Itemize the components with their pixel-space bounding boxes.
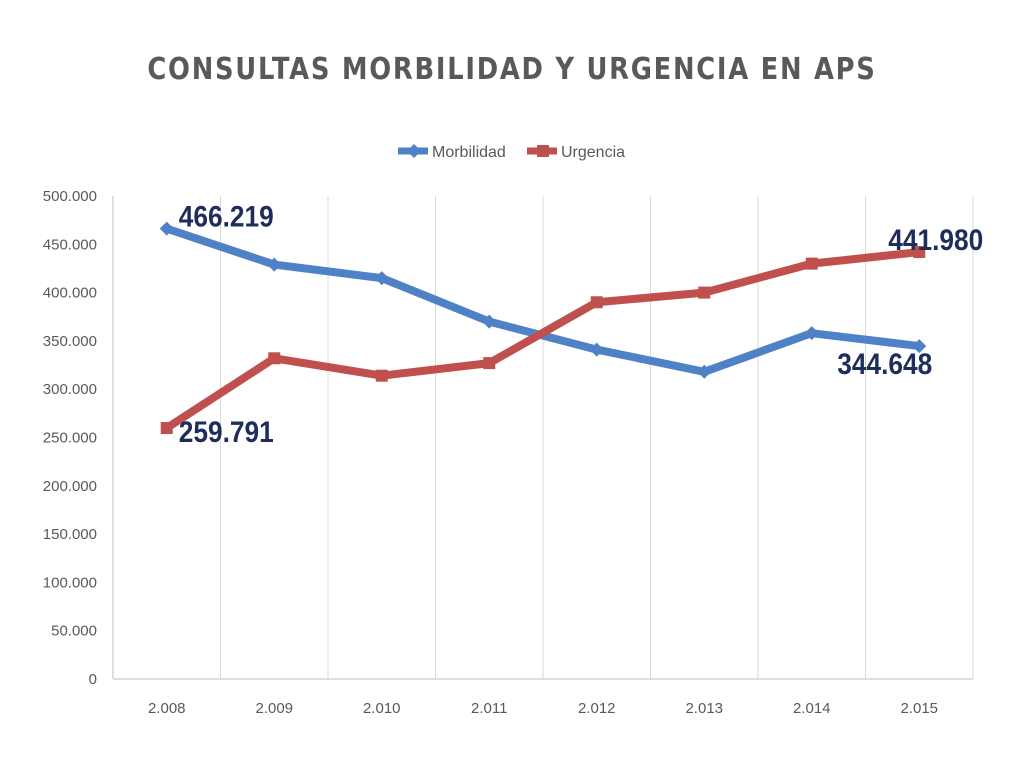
legend-marker [537,145,549,157]
data-point [160,422,173,435]
x-tick-label: 2.013 [685,700,723,717]
data-point [375,369,388,382]
axes: 0 50.000 100.000 150.000 200.000 250.000 300.0… [43,188,973,717]
series-lines [159,221,927,435]
data-point [159,221,174,236]
x-tick-label: 2.010 [363,700,401,717]
data-point [698,286,711,299]
x-tick-label: 2.015 [900,700,938,717]
y-tick-label: 50.000 [51,623,97,640]
data-point [590,296,603,309]
legend-label: Morbilidad [432,144,506,161]
y-tick-label: 300.000 [43,381,97,398]
y-tick-label: 0 [89,671,97,688]
chart-title: CONSULTAS MORBILIDAD Y URGENCIA EN APS [147,52,877,87]
y-tick-label: 500.000 [43,188,97,205]
y-tick-label: 150.000 [43,526,97,543]
data-point [483,357,496,370]
data-label: 259.791 [179,416,274,449]
data-label: 344.648 [837,348,932,381]
x-tick-label: 2.009 [255,700,293,717]
data-point [804,326,819,341]
x-tick-label: 2.012 [578,700,616,717]
legend-label: Urgencia [561,144,625,161]
x-tick-label: 2.008 [148,700,186,717]
data-label: 466.219 [179,201,274,234]
data-point [374,271,389,286]
y-tick-label: 100.000 [43,574,97,591]
x-tick-label: 2.014 [793,700,831,717]
series-line-urgencia [162,248,924,433]
legend: Morbilidad Urgencia [398,144,625,161]
y-tick-label: 350.000 [43,333,97,350]
legend-marker [407,144,421,158]
y-tick-label: 400.000 [43,285,97,302]
y-tick-label: 250.000 [43,430,97,447]
data-point [482,314,497,329]
data-point [913,246,926,259]
gridlines [220,196,974,679]
y-tick-label: 200.000 [43,478,97,495]
data-point [589,342,604,357]
data-point [268,352,281,365]
data-label: 441.980 [888,224,983,257]
legend-entry-urgencia: Urgencia [527,144,625,161]
data-point [805,257,818,270]
data-point [697,364,712,379]
x-tick-label: 2.011 [471,700,507,717]
data-point [912,339,927,354]
data-labels: 466.219 344.648 259.791 441.980 [179,201,984,449]
y-tick-label: 450.000 [43,236,97,253]
data-point [267,257,282,272]
legend-entry-morbilidad: Morbilidad [398,144,506,161]
